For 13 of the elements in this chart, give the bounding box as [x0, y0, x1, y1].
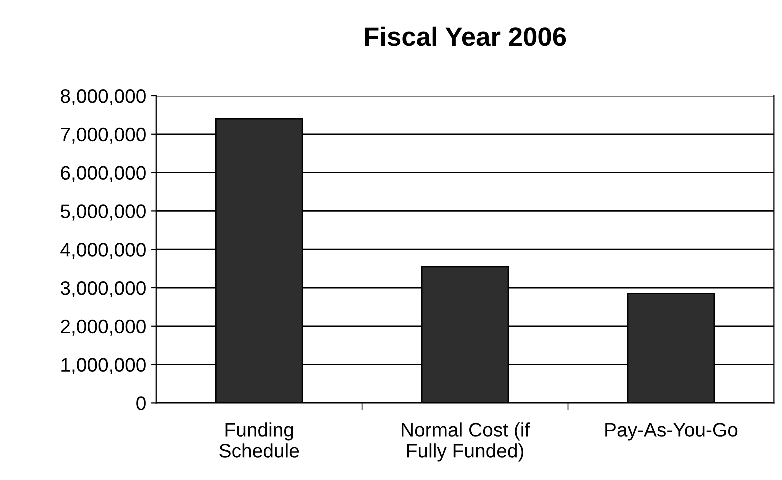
y-tick-label: 8,000,000 — [61, 89, 146, 106]
y-tick-label: 1,000,000 — [62, 358, 146, 374]
x-tick-label: Normal Cost (if Fully Funded) — [402, 422, 530, 462]
x-tick-label: Funding Schedule — [220, 422, 300, 458]
y-tick-label: 7,000,000 — [61, 128, 146, 144]
y-tick-label: 3,000,000 — [60, 281, 146, 298]
x-tick-label: Pay-As-You-Go — [606, 423, 738, 441]
y-tick-label: 0 — [136, 396, 146, 410]
chart-title: Fiscal Year 2006 — [365, 26, 566, 46]
y-tick-label: 4,000,000 — [60, 243, 146, 260]
y-tick-label: 6,000,000 — [61, 166, 146, 182]
y-tick-label: 5,000,000 — [60, 204, 146, 221]
y-tick-label: 2,000,000 — [61, 320, 146, 336]
